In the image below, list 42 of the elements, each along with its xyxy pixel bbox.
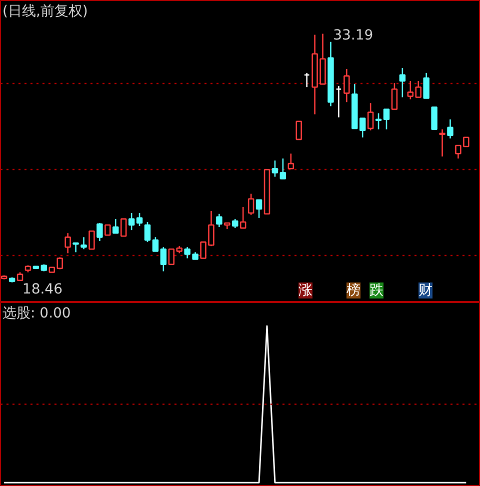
candlestick — [152, 236, 159, 252]
candlestick — [272, 160, 278, 178]
candlestick — [88, 230, 95, 250]
candlestick — [64, 232, 71, 254]
candlestick — [72, 242, 79, 253]
annotation: 33.19 — [333, 27, 374, 44]
candlestick — [399, 67, 406, 98]
candlestick — [120, 218, 127, 237]
candlestick — [256, 199, 262, 219]
candlestick — [367, 102, 374, 131]
candlestick — [391, 82, 398, 110]
annotation: 榜 — [346, 282, 360, 298]
candlestick — [112, 218, 119, 234]
candlestick — [280, 158, 286, 180]
candlestick — [439, 128, 446, 158]
candlestick — [248, 193, 254, 216]
candlestick — [96, 222, 103, 242]
candlestick — [383, 108, 390, 130]
chart-title: (日线,前复权) — [2, 4, 88, 20]
candlestick — [104, 224, 111, 236]
candlestick — [296, 120, 302, 140]
candlestick — [216, 213, 222, 228]
candlestick — [240, 206, 246, 229]
candlestick — [144, 221, 151, 243]
candlestick — [447, 118, 454, 140]
annotation: 18.46 — [22, 281, 63, 298]
candlestick — [359, 118, 366, 138]
candlestick — [160, 246, 167, 272]
candlestick — [375, 112, 382, 130]
candlestick — [232, 218, 238, 229]
candlestick — [344, 68, 350, 103]
annotation: 跌 — [370, 282, 384, 298]
annotation: 财 — [418, 282, 432, 298]
chart-title: 选股: 0.00 — [2, 306, 71, 322]
candlestick — [80, 236, 87, 250]
annotation: 涨 — [298, 282, 312, 298]
candlestick — [336, 85, 342, 118]
candlestick — [288, 152, 294, 170]
candlestick — [128, 212, 135, 231]
candlestick — [136, 212, 143, 227]
candlestick — [423, 72, 430, 99]
candlestick — [431, 106, 438, 130]
